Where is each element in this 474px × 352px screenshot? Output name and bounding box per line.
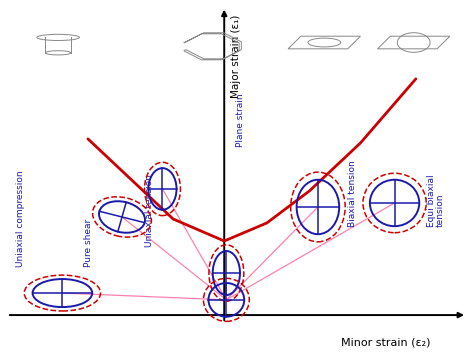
Text: Pure shear: Pure shear <box>84 219 93 267</box>
Text: Biaxial tension: Biaxial tension <box>348 160 357 227</box>
Text: Uniaxial tension: Uniaxial tension <box>146 174 155 247</box>
Text: Equi biaxial
tension: Equi biaxial tension <box>427 174 445 227</box>
Text: Plane strain: Plane strain <box>236 93 245 147</box>
Text: Major strain (ε₁): Major strain (ε₁) <box>231 15 241 98</box>
Text: Uniaxial compression: Uniaxial compression <box>16 170 25 267</box>
Text: Minor strain (ε₂): Minor strain (ε₂) <box>341 337 431 347</box>
